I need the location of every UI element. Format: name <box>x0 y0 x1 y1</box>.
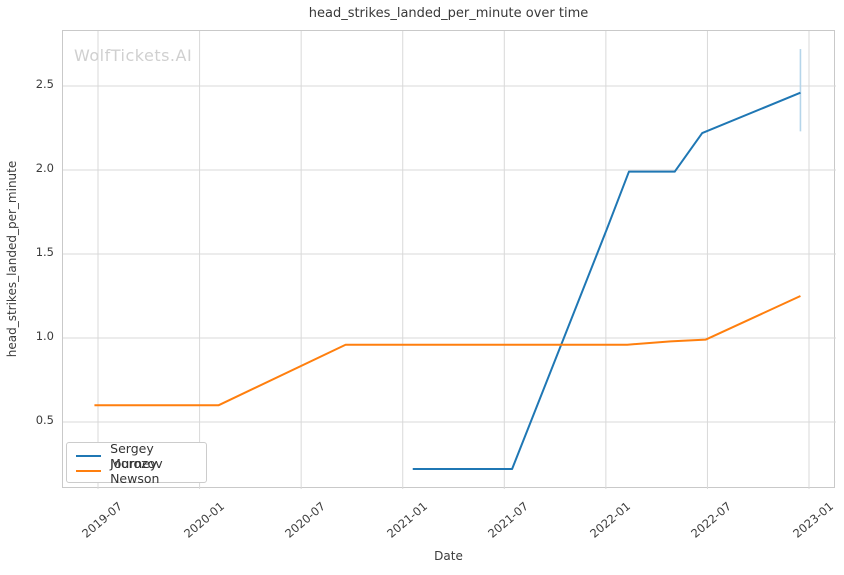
x-axis-label: Date <box>434 549 463 563</box>
x-tick-label: 2022-01 <box>587 499 633 541</box>
y-tick-label: 1.5 <box>35 245 54 259</box>
watermark: WolfTickets.AI <box>74 46 193 65</box>
legend-label: Sergey Morozov <box>110 440 163 471</box>
x-tick-label: 2023-01 <box>790 499 837 541</box>
legend: Sergey Morozov Journey Newson <box>66 441 207 486</box>
x-tick-label: 2021-01 <box>383 499 430 541</box>
series-line-journey-newson <box>94 295 801 407</box>
plot-canvas <box>63 31 836 489</box>
legend-line-swatch <box>76 469 102 472</box>
y-tick-label: 2.5 <box>35 77 54 91</box>
y-axis-label: head_strikes_landed_per_minute <box>5 160 19 358</box>
plot-area <box>62 30 836 489</box>
y-tick-label: 1.0 <box>35 329 54 343</box>
y-tick-label: 0.5 <box>35 413 54 427</box>
legend-item: Sergey Morozov <box>76 441 197 471</box>
x-tick-label: 2020-01 <box>180 499 227 541</box>
x-tick-label: 2021-07 <box>485 499 532 541</box>
chart-title: head_strikes_landed_per_minute over time <box>308 6 589 21</box>
legend-label: Journey Newson <box>110 455 160 486</box>
x-tick-label: 2020-07 <box>282 499 329 541</box>
legend-line-swatch <box>76 454 102 457</box>
x-tick-label: 2022-07 <box>688 499 735 541</box>
x-tick-label: 2019-07 <box>79 499 125 541</box>
series-line-sergey-morozov <box>412 91 801 471</box>
legend-item: Journey Newson <box>76 456 197 486</box>
y-tick-label: 2.0 <box>35 161 54 175</box>
